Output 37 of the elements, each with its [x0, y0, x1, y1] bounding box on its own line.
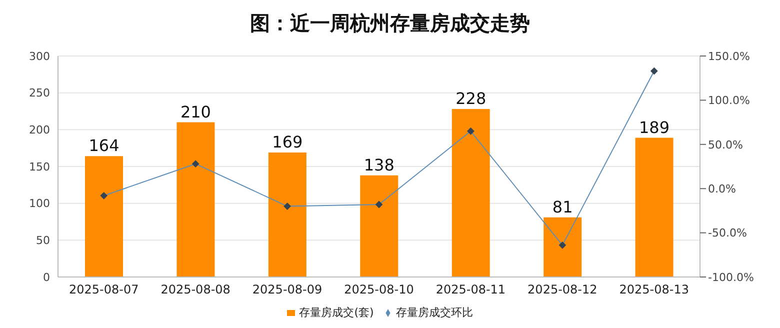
- x-tick-label: 2025-08-07: [68, 282, 139, 297]
- y-tick-label: 50: [36, 234, 50, 248]
- data-label: 81: [552, 197, 573, 216]
- data-label: 169: [272, 132, 303, 152]
- y2-tick-label: 0.0%: [708, 182, 736, 196]
- x-tick-label: 2025-08-11: [436, 282, 506, 297]
- legend-label: 存量房成交(套): [299, 306, 374, 319]
- bar: [85, 156, 123, 277]
- bar: [360, 175, 398, 277]
- x-tick-label: 2025-08-10: [344, 282, 414, 297]
- chart-title: 图：近一周杭州存量房成交走势: [249, 10, 531, 37]
- y-tick-label: 150: [29, 160, 50, 174]
- data-label: 228: [456, 89, 486, 108]
- y-tick-label: 300: [29, 50, 50, 63]
- x-tick-label: 2025-08-09: [252, 282, 322, 297]
- x-tick-label: 2025-08-13: [619, 282, 690, 297]
- y2-tick-label: 100.0%: [708, 94, 750, 108]
- data-label: 138: [364, 155, 394, 174]
- bar: [544, 217, 582, 277]
- data-label: 189: [639, 118, 670, 137]
- y-tick-label: 250: [29, 86, 50, 100]
- x-tick-label: 2025-08-08: [160, 282, 230, 297]
- data-label: 164: [88, 136, 120, 156]
- y2-tick-label: 50.0%: [708, 138, 743, 152]
- legend-label: 存量房成交环比: [396, 306, 473, 319]
- bar: [176, 122, 215, 277]
- y-tick-label: 0: [43, 270, 50, 284]
- bar: [635, 138, 674, 277]
- y-tick-label: 100: [29, 197, 50, 210]
- y2-tick-label: -50.0%: [708, 226, 747, 240]
- bar: [452, 109, 490, 277]
- x-tick-label: 2025-08-12: [528, 282, 598, 297]
- y-tick-label: 200: [29, 124, 50, 137]
- y2-tick-label: 150.0%: [708, 50, 750, 63]
- y2-tick-label: -100.0%: [708, 270, 754, 284]
- data-label: 210: [180, 102, 211, 122]
- bar: [268, 152, 306, 277]
